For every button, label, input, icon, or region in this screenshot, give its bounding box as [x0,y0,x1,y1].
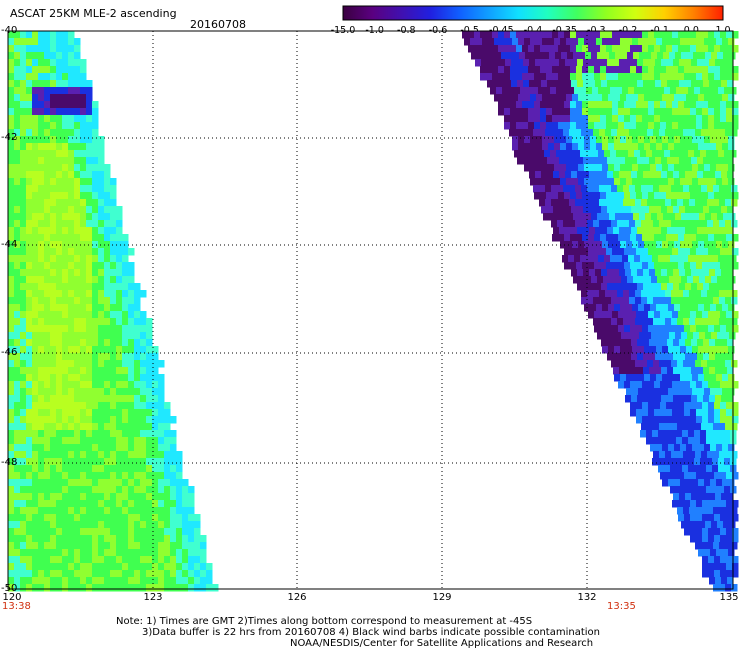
colorbar [342,5,724,21]
map-frame [7,30,734,590]
latitude-tick-label: -46 [1,347,18,358]
longitude-tick-label: 135 [719,592,739,603]
latitude-tick-label: -42 [1,132,18,143]
map-grid [8,31,733,589]
latitude-tick-label: -50 [1,583,18,594]
longitude-tick-label: 129 [432,592,452,603]
note-line-1: Note: 1) Times are GMT 2)Times along bot… [116,616,533,627]
longitude-tick-label: 123 [143,592,163,603]
longitude-tick-label: 126 [287,592,307,603]
note-line-3: NOAA/NESDIS/Center for Satellite Applica… [290,638,594,649]
map-title: ASCAT 25KM MLE-2 ascending [10,7,177,20]
longitude-tick-label: 120 [2,592,22,603]
latitude-tick-label: -44 [1,239,18,250]
map-date: 20160708 [190,18,246,31]
right-swath [462,31,739,592]
right-swath-time: 13:35 [607,601,636,612]
latitude-tick-label: -48 [1,457,18,468]
colorbar-gradient [342,5,724,21]
left-swath-time: 13:38 [2,601,31,612]
longitude-tick-label: 132 [577,592,597,603]
latitude-tick-label: -40 [1,25,18,36]
note-line-2: 3)Data buffer is 22 hrs from 20160708 4)… [142,627,600,638]
left-swath [8,31,219,592]
